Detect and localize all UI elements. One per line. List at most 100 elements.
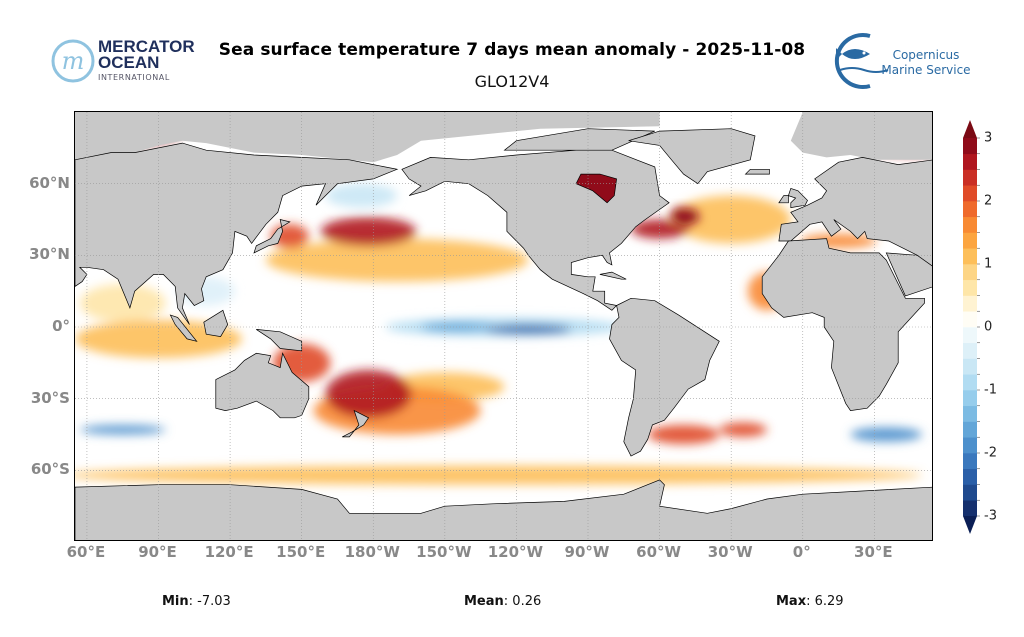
anomaly-feature (719, 422, 767, 437)
colorbar-bin (963, 295, 977, 312)
colorbar-bin (963, 405, 977, 422)
land-canadian-arctic (503, 128, 655, 151)
lon-label: 30°E (854, 543, 893, 561)
anomaly-feature (79, 424, 166, 435)
colorbar-bin (963, 453, 977, 470)
anomaly-feature (265, 238, 529, 282)
colorbar-bin (963, 468, 977, 485)
colorbar-bin (963, 390, 977, 407)
colorbar-bin (963, 169, 977, 186)
stat-mean-label: Mean (464, 594, 504, 609)
colorbar-bin (963, 342, 977, 359)
land-masses (75, 112, 932, 540)
logo-text-marine-service: Marine Service (881, 63, 971, 77)
map-canvas (75, 112, 932, 540)
lat-label: 0° (52, 317, 70, 335)
colorbar (963, 120, 980, 534)
logo-text-ocean: OCEAN (98, 53, 160, 72)
lon-label: 30°W (707, 543, 753, 561)
colorbar-label: 2 (984, 193, 993, 209)
colorbar-over-arrow (963, 120, 977, 138)
land-arctic-asia (75, 112, 660, 163)
anomaly-feature (75, 319, 243, 359)
stat-max-label: Max (776, 594, 807, 609)
stat-min: Min: -7.03 (162, 594, 231, 609)
logo-text-international: INTERNATIONAL (98, 73, 170, 82)
graticule (75, 112, 932, 540)
colorbar-bin (963, 248, 977, 265)
land-australia (215, 352, 310, 419)
sst-anomaly-map (74, 111, 933, 541)
colorbar-bin (963, 232, 977, 249)
colorbar-label: -3 (984, 508, 997, 524)
stat-mean-value: 0.26 (512, 594, 542, 609)
stat-min-label: Min (162, 594, 189, 609)
mercator-ocean-logo: m MERCATOR OCEAN INTERNATIONAL (48, 36, 208, 86)
land-antarctica (75, 479, 932, 540)
colorbar-label: 1 (984, 256, 993, 272)
lon-label: 90°W (564, 543, 610, 561)
colorbar-bin (963, 153, 977, 170)
colorbar-label: -1 (984, 382, 997, 398)
anomaly-feature (485, 324, 572, 335)
land-arabia (885, 252, 932, 297)
anomaly-feature (79, 284, 166, 323)
lon-label: 60°W (636, 543, 682, 561)
colorbar-label: 0 (984, 319, 993, 335)
land-southamerica (609, 297, 720, 457)
land-greenland (628, 128, 756, 185)
gulf-stream-anomaly (669, 207, 701, 227)
colorbar-bin (963, 484, 977, 501)
anomaly-feature (850, 427, 923, 442)
lon-label: 60°E (66, 543, 106, 561)
lat-label: 30°N (29, 245, 70, 264)
land-iceland (744, 168, 770, 175)
colorbar-bin (963, 185, 977, 202)
lon-label: 180°W (344, 543, 400, 561)
page-title: Sea surface temperature 7 days mean anom… (218, 40, 806, 60)
lon-label: 120°W (487, 543, 544, 561)
lon-label: 120°E (204, 543, 254, 561)
lat-label: 60°S (30, 460, 70, 479)
lon-label: 0° (792, 543, 811, 561)
anomaly-feature (647, 424, 720, 445)
colorbar-bin (963, 216, 977, 233)
colorbar-bin (963, 374, 977, 391)
land-asia (75, 112, 932, 160)
colorbar-bin (963, 279, 977, 296)
stat-mean: Mean: 0.26 (464, 594, 542, 609)
colorbar-bin (963, 358, 977, 375)
lon-label: 150°E (276, 543, 326, 561)
land-cuba (599, 271, 627, 280)
colorbar-bin (963, 311, 977, 328)
fish-icon (834, 33, 889, 89)
stat-min-value: -7.03 (197, 594, 231, 609)
anomaly-feature (325, 183, 398, 208)
land-borneo (203, 309, 229, 337)
stat-max-value: 6.29 (814, 594, 844, 609)
colorbar-under-arrow (963, 516, 977, 534)
lon-label: 90°E (138, 543, 177, 561)
land-newguinea (256, 329, 303, 352)
colorbar-bin (963, 421, 977, 438)
land-ireland (778, 195, 789, 204)
colorbar-label: -2 (984, 445, 997, 461)
colorbar-bin (963, 327, 977, 344)
stat-max: Max: 6.29 (776, 594, 844, 609)
lat-label: 60°N (29, 173, 70, 192)
lat-label: 30°S (30, 388, 70, 407)
colorbar-bin (963, 500, 977, 517)
model-subtitle: GLO12V4 (474, 72, 550, 91)
logo-text-copernicus: Copernicus (892, 48, 960, 62)
anomaly-feature (671, 195, 791, 244)
colorbar-bin (963, 437, 977, 454)
colorbar-bin (963, 201, 977, 218)
land-newzealand (342, 409, 370, 438)
colorbar-bin (963, 138, 977, 155)
anomaly-feature (320, 217, 417, 246)
land-japan (253, 219, 291, 254)
anomaly-feature (325, 370, 412, 418)
land-africa (761, 238, 925, 411)
colorbar-label: 3 (984, 130, 993, 146)
mercator-m-icon: m (51, 39, 95, 83)
